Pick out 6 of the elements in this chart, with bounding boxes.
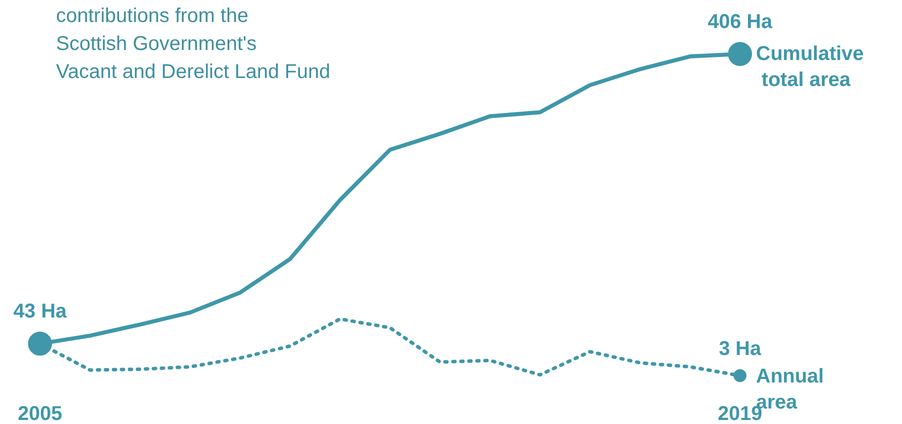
data-label: 3 Ha — [718, 338, 762, 360]
series-label: Cumulative total area — [756, 43, 864, 91]
x-tick-label: 2005 — [18, 403, 62, 424]
data-label: 406 Ha — [708, 11, 774, 33]
annotation: contributions from the Scottish Government's Vacant and Derelict Land Fund — [56, 5, 330, 83]
data-label: 43 Ha — [13, 300, 68, 323]
